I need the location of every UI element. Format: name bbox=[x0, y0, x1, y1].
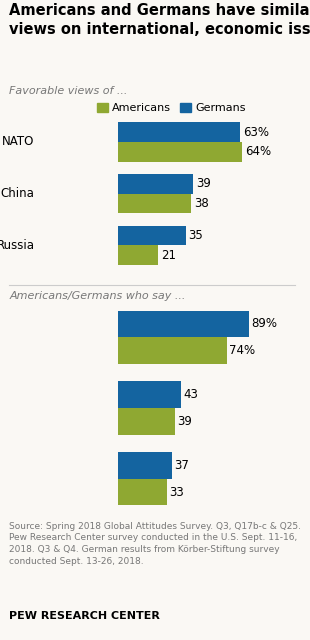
Bar bbox=[118, 245, 158, 265]
Text: 64%: 64% bbox=[245, 145, 271, 158]
Bar bbox=[118, 337, 227, 364]
Text: 63%: 63% bbox=[243, 125, 269, 139]
Bar bbox=[118, 122, 240, 142]
Text: Source: Spring 2018 Global Attitudes Survey. Q3, Q17b-c & Q25.
Pew Research Cent: Source: Spring 2018 Global Attitudes Sur… bbox=[9, 522, 301, 566]
Text: 37: 37 bbox=[175, 459, 189, 472]
Text: 38: 38 bbox=[194, 197, 209, 210]
Text: 33: 33 bbox=[169, 486, 184, 499]
Bar bbox=[118, 226, 186, 245]
Bar bbox=[118, 174, 193, 193]
Bar bbox=[118, 142, 242, 161]
Text: Americans and Germans have similar
views on international, economic issues: Americans and Germans have similar views… bbox=[9, 3, 310, 37]
Text: Americans/Germans who say ...: Americans/Germans who say ... bbox=[9, 291, 186, 301]
Bar bbox=[118, 193, 192, 213]
Text: Favorable views of ...: Favorable views of ... bbox=[9, 86, 128, 97]
Text: 74%: 74% bbox=[229, 344, 255, 357]
Bar bbox=[118, 479, 166, 506]
Text: 89%: 89% bbox=[251, 317, 277, 330]
Text: PEW RESEARCH CENTER: PEW RESEARCH CENTER bbox=[9, 611, 160, 621]
Legend: Americans, Germans: Americans, Germans bbox=[92, 99, 251, 118]
Bar bbox=[118, 310, 249, 337]
Bar bbox=[118, 408, 175, 435]
Text: 21: 21 bbox=[162, 248, 176, 262]
Bar bbox=[118, 452, 172, 479]
Text: 35: 35 bbox=[188, 229, 203, 242]
Text: 43: 43 bbox=[184, 388, 198, 401]
Bar bbox=[118, 381, 181, 408]
Text: 39: 39 bbox=[178, 415, 193, 428]
Text: 39: 39 bbox=[196, 177, 211, 190]
